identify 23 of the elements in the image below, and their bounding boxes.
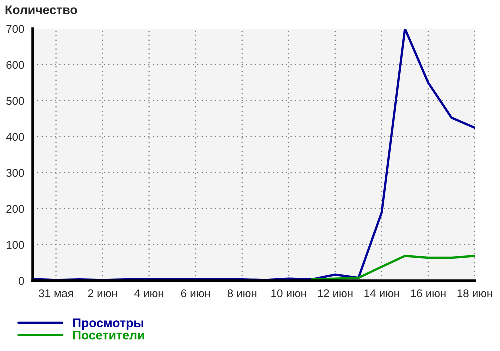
y-tick-label: 400 (6, 133, 24, 142)
x-tick-label: 2 июн (88, 290, 117, 298)
y-tick-label: 100 (6, 241, 24, 250)
x-tick-label: 31 мая (39, 290, 74, 298)
y-tick-label: 300 (6, 169, 24, 178)
y-tick-label: 0 (18, 277, 24, 286)
line-series (311, 255, 475, 281)
x-tick-label: 4 июн (134, 290, 164, 298)
chart-title: Количество (6, 6, 78, 14)
y-tick-label: 500 (6, 97, 24, 106)
line-series (33, 29, 475, 281)
x-tick-label: 16 июн (411, 290, 446, 298)
legend-label: Посетители (73, 331, 144, 340)
y-tick-label: 700 (6, 25, 24, 34)
x-tick-label: 12 июн (318, 290, 353, 298)
y-tick-label: 200 (6, 205, 24, 214)
legend-label: Просмотры (73, 318, 144, 330)
x-tick-label: 6 июн (181, 290, 210, 298)
x-tick-label: 8 июн (228, 290, 257, 298)
x-tick-label: 10 июн (272, 290, 306, 298)
x-tick-label: 18 июн (458, 290, 492, 298)
y-tick-label: 600 (6, 61, 24, 70)
x-tick-label: 14 июн (364, 290, 400, 298)
